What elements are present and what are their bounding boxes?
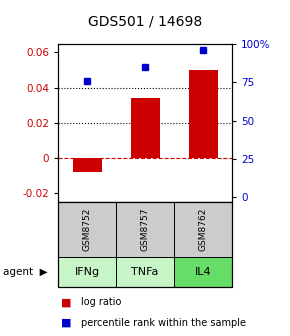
Text: percentile rank within the sample: percentile rank within the sample [81,318,246,328]
Text: GSM8752: GSM8752 [82,208,92,251]
Bar [72,158,102,172]
Text: GSM8762: GSM8762 [198,208,208,251]
Text: ■: ■ [61,318,71,328]
Text: GSM8757: GSM8757 [140,208,150,251]
Text: TNFa: TNFa [131,267,159,277]
Bar [130,98,160,158]
Text: IFNg: IFNg [75,267,99,277]
Text: ■: ■ [61,297,71,307]
Text: agent  ▶: agent ▶ [3,267,48,277]
Bar [188,70,218,158]
Text: GDS501 / 14698: GDS501 / 14698 [88,15,202,29]
Text: IL4: IL4 [195,267,211,277]
Text: log ratio: log ratio [81,297,122,307]
